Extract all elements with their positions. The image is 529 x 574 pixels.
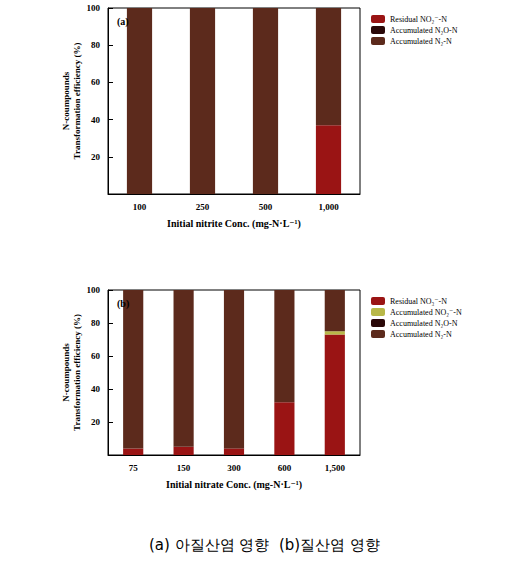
svg-text:100: 100 [87,3,101,13]
svg-text:Accumulated NO₂⁻-N: Accumulated NO₂⁻-N [390,308,462,317]
svg-text:(b): (b) [117,298,129,310]
svg-text:N-coumpounds: N-coumpounds [61,343,71,402]
svg-text:250: 250 [196,202,210,212]
svg-text:60: 60 [91,77,101,87]
svg-text:300: 300 [227,463,241,473]
svg-text:N-coumpounds: N-coumpounds [61,71,71,130]
svg-text:Transformation efficiency (%): Transformation efficiency (%) [72,43,82,160]
svg-text:Residual NO₂⁻-N: Residual NO₂⁻-N [390,15,447,24]
svg-text:20: 20 [91,152,101,162]
svg-text:(a) 아질산염 영향 (b)질산염 영향: (a) 아질산염 영향 (b)질산염 영향 [149,536,380,554]
svg-text:1,500: 1,500 [325,463,346,473]
svg-text:Accumulated N₂-N: Accumulated N₂-N [390,330,452,339]
svg-text:Transformation efficiency (%): Transformation efficiency (%) [72,314,82,431]
svg-text:500: 500 [259,202,273,212]
svg-text:40: 40 [91,115,101,125]
svg-text:20: 20 [91,417,101,427]
svg-text:80: 80 [91,318,101,328]
svg-text:100: 100 [87,285,101,295]
svg-text:75: 75 [129,463,139,473]
svg-text:60: 60 [91,351,101,361]
svg-text:40: 40 [91,384,101,394]
svg-text:1,000: 1,000 [318,202,339,212]
svg-text:Accumulated N₂-N: Accumulated N₂-N [390,37,452,46]
svg-text:Residual NO₃⁻-N: Residual NO₃⁻-N [390,297,447,306]
svg-text:Initial nitrate Conc. (mg-N·L⁻: Initial nitrate Conc. (mg-N·L⁻¹) [166,479,302,491]
svg-text:Accumulated N₂O-N: Accumulated N₂O-N [390,26,458,35]
svg-text:Initial nitrite Conc. (mg-N·L⁻: Initial nitrite Conc. (mg-N·L⁻¹) [167,218,301,230]
svg-text:(a): (a) [117,16,129,28]
svg-text:150: 150 [177,463,191,473]
svg-text:100: 100 [133,202,147,212]
svg-text:Accumulated N₂O-N: Accumulated N₂O-N [390,319,458,328]
svg-text:80: 80 [91,40,101,50]
svg-text:600: 600 [278,463,292,473]
